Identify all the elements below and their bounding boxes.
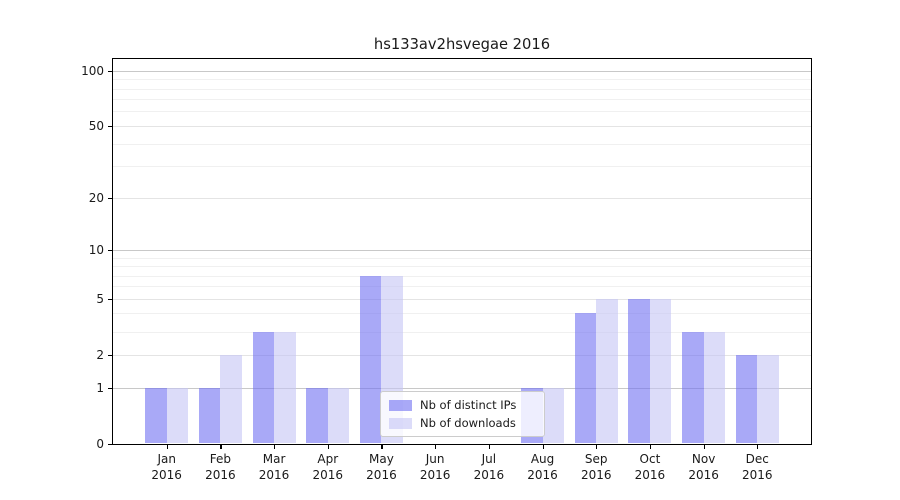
x-tick-mark bbox=[435, 444, 437, 449]
x-tick-label: Oct 2016 bbox=[634, 451, 666, 482]
bar-downloads bbox=[327, 387, 350, 444]
chart-title: hs133av2hsvegae 2016 bbox=[373, 36, 551, 53]
x-tick-label: Dec 2016 bbox=[742, 451, 773, 482]
gridline-minor bbox=[113, 257, 811, 259]
x-tick-label: Nov 2016 bbox=[688, 451, 719, 482]
y-tick-label: 100 bbox=[81, 63, 104, 78]
bar-downloads bbox=[542, 387, 565, 444]
bar-distinct-ips bbox=[574, 313, 597, 444]
x-tick-mark bbox=[703, 444, 705, 449]
x-tick-label: Jul 2016 bbox=[473, 451, 505, 482]
gridline-minor bbox=[113, 275, 811, 277]
gridline-minor bbox=[113, 111, 811, 113]
legend-swatch-downloads-icon bbox=[389, 417, 412, 429]
gridline-minor bbox=[113, 143, 811, 145]
bar-downloads bbox=[274, 331, 296, 444]
bar-downloads bbox=[596, 298, 618, 444]
gridline-labeled-minor bbox=[113, 197, 811, 199]
y-axis-line bbox=[112, 58, 114, 445]
gridline-minor bbox=[113, 313, 811, 315]
gridline-minor bbox=[113, 286, 811, 288]
x-tick-label: Sep 2016 bbox=[580, 451, 612, 482]
y-tick-mark bbox=[108, 249, 112, 251]
gridline-minor bbox=[113, 99, 811, 101]
x-tick-mark bbox=[757, 444, 759, 449]
y-tick-mark bbox=[108, 70, 112, 72]
x-tick-label: Jun 2016 bbox=[419, 451, 451, 482]
gridline-labeled-minor bbox=[113, 298, 811, 300]
x-tick-label: Feb 2016 bbox=[205, 451, 236, 482]
x-tick-label: Apr 2016 bbox=[312, 451, 344, 482]
y-tick-label: 5 bbox=[96, 291, 104, 306]
y-tick-label: 2 bbox=[96, 347, 104, 362]
x-tick-mark bbox=[327, 444, 329, 449]
gridline-minor bbox=[113, 79, 811, 81]
gridline-major bbox=[113, 70, 811, 72]
bar-downloads bbox=[703, 331, 726, 444]
y-tick-label: 1 bbox=[96, 380, 104, 395]
gridline-minor bbox=[113, 266, 811, 267]
x-tick-mark bbox=[166, 444, 168, 449]
x-tick-label: Mar 2016 bbox=[258, 451, 290, 482]
legend-label-distinct-ips: Nb of distinct IPs bbox=[420, 398, 517, 412]
y-tick-mark bbox=[108, 197, 112, 199]
y-tick-mark bbox=[108, 298, 112, 300]
y-tick-label: 0 bbox=[96, 436, 104, 451]
bar-distinct-ips bbox=[628, 298, 650, 444]
gridline-labeled-minor bbox=[113, 125, 811, 127]
y-tick-mark bbox=[108, 443, 112, 445]
bar-distinct-ips bbox=[735, 354, 758, 444]
bar-downloads bbox=[166, 387, 189, 444]
bar-distinct-ips bbox=[682, 331, 704, 444]
top-axis-line bbox=[112, 58, 812, 60]
x-tick-label: May 2016 bbox=[366, 451, 397, 482]
x-tick-mark bbox=[220, 444, 222, 449]
bar-downloads bbox=[649, 298, 672, 444]
y-tick-label: 50 bbox=[88, 118, 104, 133]
gridline-labeled-minor bbox=[113, 354, 811, 356]
x-tick-mark bbox=[596, 444, 598, 449]
legend-label-downloads: Nb of downloads bbox=[420, 416, 516, 430]
bar-downloads bbox=[220, 354, 242, 444]
legend-entry-distinct-ips: Nb of distinct IPs bbox=[381, 398, 544, 412]
gridline-minor bbox=[113, 88, 811, 90]
bar-downloads bbox=[757, 354, 779, 444]
x-tick-mark bbox=[488, 444, 491, 449]
x-tick-mark bbox=[274, 444, 276, 449]
right-axis-line bbox=[811, 58, 813, 445]
bar-distinct-ips bbox=[359, 275, 382, 444]
x-tick-label: Aug 2016 bbox=[527, 451, 558, 482]
gridline-minor bbox=[113, 331, 811, 333]
y-tick-label: 20 bbox=[88, 190, 104, 205]
gridline-minor bbox=[113, 166, 811, 168]
bar-distinct-ips bbox=[306, 387, 328, 444]
gridline-major bbox=[113, 387, 811, 389]
bar-distinct-ips bbox=[198, 387, 221, 444]
x-axis-line bbox=[112, 443, 812, 445]
y-tick-label: 10 bbox=[88, 242, 104, 257]
gridline-major bbox=[113, 249, 811, 251]
x-tick-mark bbox=[649, 444, 652, 449]
y-tick-mark bbox=[108, 387, 112, 389]
x-tick-mark bbox=[542, 444, 544, 449]
x-tick-mark bbox=[381, 444, 383, 449]
legend-entry-downloads: Nb of downloads bbox=[381, 416, 544, 430]
y-tick-mark bbox=[108, 354, 112, 356]
legend-swatch-distinct-ips-icon bbox=[389, 399, 412, 411]
x-tick-label: Jan 2016 bbox=[151, 451, 182, 482]
legend: Nb of distinct IPs Nb of downloads bbox=[380, 391, 545, 437]
y-tick-mark bbox=[108, 125, 112, 128]
bar-distinct-ips bbox=[145, 387, 167, 444]
bar-distinct-ips bbox=[252, 331, 275, 444]
